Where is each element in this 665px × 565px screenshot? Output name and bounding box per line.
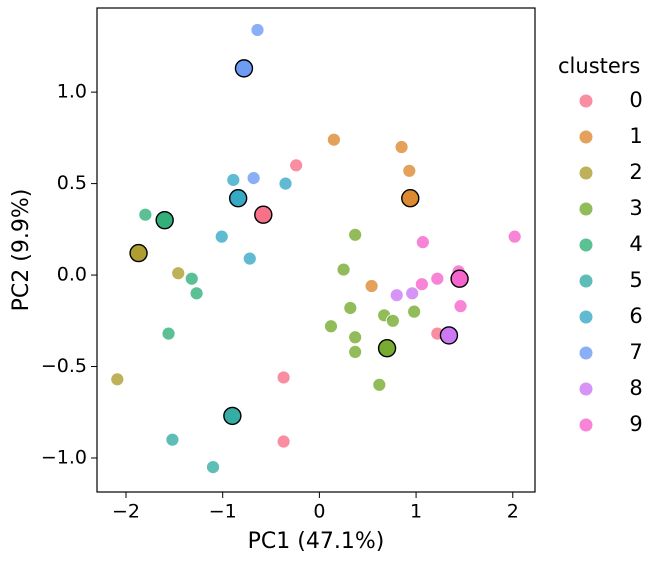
point [343, 301, 358, 315]
centroid [155, 210, 174, 230]
x-tick-label: 0 [313, 501, 325, 523]
point [246, 171, 261, 186]
point [453, 299, 468, 314]
legend-marker [579, 382, 593, 396]
legend-marker [579, 418, 593, 432]
point [206, 460, 220, 475]
point [389, 288, 404, 303]
legend-label: 6 [629, 304, 642, 328]
point [242, 251, 257, 266]
centroid [129, 243, 148, 263]
legend-marker [579, 94, 593, 108]
plot-frame [96, 7, 536, 493]
legend-marker [579, 346, 593, 360]
point [110, 372, 125, 387]
legend-marker [579, 130, 593, 144]
point [226, 173, 241, 187]
legend-label: 9 [629, 412, 642, 436]
point [348, 227, 363, 242]
y-tick-label: −0.5 [41, 355, 87, 377]
x-tick-label: −2 [112, 501, 140, 523]
point [402, 163, 417, 178]
point [214, 229, 229, 244]
centroid [228, 189, 248, 208]
x-tick-label: −1 [209, 501, 237, 523]
legend-marker [579, 274, 593, 288]
legend-label: 1 [629, 124, 642, 148]
point [348, 344, 363, 359]
point [276, 434, 291, 449]
point [414, 277, 429, 292]
point [171, 266, 186, 281]
legend-label: 5 [629, 268, 642, 292]
x-tick-label: 1 [410, 501, 422, 523]
legend-label: 8 [629, 376, 642, 400]
point [430, 271, 445, 286]
y-axis-label: PC2 (9.9%) [9, 189, 34, 312]
point [372, 377, 387, 392]
centroid [439, 326, 459, 345]
point [407, 304, 422, 319]
x-axis-label: PC1 (47.1%) [248, 529, 385, 554]
legend-label: 3 [629, 196, 642, 220]
point [184, 271, 199, 286]
centroid [254, 205, 273, 224]
point [394, 140, 409, 154]
point [405, 286, 420, 301]
point [189, 286, 204, 301]
point [278, 176, 293, 191]
legend-label: 7 [629, 340, 642, 364]
point [324, 319, 338, 334]
point [336, 262, 351, 277]
centroid [223, 406, 242, 426]
legend-marker [579, 202, 593, 216]
y-tick-label: 0.5 [57, 172, 87, 194]
y-tick-label: −1.0 [41, 446, 87, 468]
y-tick-label: 1.0 [57, 81, 87, 103]
centroid [450, 269, 469, 288]
legend-marker [579, 310, 593, 324]
point [507, 229, 522, 244]
legend-marker [579, 238, 593, 252]
point [348, 330, 363, 345]
x-tick-label: 2 [507, 501, 519, 523]
point [276, 370, 291, 385]
point [385, 313, 400, 328]
point [161, 326, 176, 341]
legend-marker [579, 166, 593, 180]
legend-title: clusters [558, 54, 640, 78]
y-tick-label: 0.0 [57, 264, 87, 286]
point [289, 158, 304, 173]
point [165, 432, 180, 447]
legend-label: 4 [629, 232, 642, 256]
point [250, 23, 265, 37]
point [138, 207, 153, 222]
centroid [234, 59, 254, 78]
legend-label: 0 [629, 88, 642, 112]
centroid [377, 339, 397, 358]
centroid [401, 189, 420, 208]
point [364, 279, 379, 293]
point [415, 235, 430, 250]
point [326, 132, 341, 147]
legend-label: 2 [629, 160, 642, 184]
